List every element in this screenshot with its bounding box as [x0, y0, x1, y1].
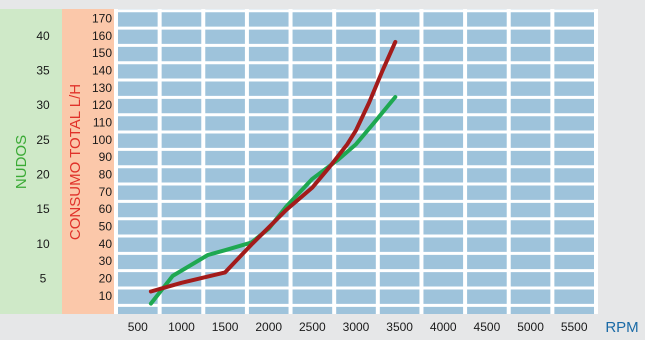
grid-lines [114, 9, 598, 314]
consumption-tick-label: 100 [92, 133, 112, 147]
knots-tick-label: 40 [36, 29, 50, 43]
consumption-tick-label: 50 [99, 220, 113, 234]
knots-axis-title: NUDOS [13, 135, 30, 189]
consumption-tick-label: 140 [92, 64, 112, 78]
knots-tick-label: 35 [36, 64, 50, 78]
rpm-tick-label: 4500 [474, 320, 501, 334]
rpm-tick-label: 500 [128, 320, 148, 334]
consumption-tick-label: 10 [99, 289, 113, 303]
knots-tick-label: 10 [36, 237, 50, 251]
consumption-tick-label: 170 [92, 12, 112, 26]
consumption-tick-label: 110 [93, 116, 112, 130]
consumption-tick-label: 150 [92, 46, 112, 60]
rpm-tick-label: 2000 [255, 320, 282, 334]
rpm-tick-label: 3500 [386, 320, 413, 334]
rpm-tick-label: 2500 [299, 320, 326, 334]
rpm-tick-label: 4000 [430, 320, 457, 334]
knots-tick-label: 15 [36, 202, 50, 216]
consumption-tick-label: 70 [99, 185, 113, 199]
rpm-tick-label: 1500 [212, 320, 239, 334]
consumption-tick-labels: 10 20 30 40 50 60 70 80 90 100 110 120 130 140 150 160 1… [92, 12, 112, 303]
consumption-tick-label: 80 [99, 168, 113, 182]
consumption-axis-band [62, 9, 116, 314]
consumption-tick-label: 20 [99, 272, 113, 286]
rpm-tick-labels: 500 1000 1500 2000 2500 3000 3500 4000 4500 5000 5… [128, 320, 588, 334]
knots-tick-label: 5 [40, 272, 47, 286]
rpm-axis-title: RPM [605, 319, 638, 336]
consumption-tick-label: 90 [99, 150, 113, 164]
rpm-tick-label: 5500 [561, 320, 588, 334]
consumption-axis-title: CONSUMO TOTAL L/H [67, 84, 84, 240]
knots-tick-labels: 5 10 15 20 25 30 35 40 [36, 29, 50, 286]
consumption-tick-label: 130 [92, 81, 112, 95]
series-lines [148, 39, 398, 306]
consumption-tick-label: 160 [92, 29, 112, 43]
consumption-tick-label: 120 [92, 98, 112, 112]
rpm-tick-label: 3000 [343, 320, 370, 334]
consumption-tick-label: 40 [99, 237, 113, 251]
consumption-tick-label: 30 [99, 254, 113, 268]
rpm-tick-label: 1000 [168, 320, 195, 334]
knots-axis-band [0, 9, 62, 314]
knots-tick-label: 20 [36, 168, 50, 182]
knots-tick-label: 25 [36, 133, 50, 147]
rpm-tick-label: 5000 [517, 320, 544, 334]
knots-tick-label: 30 [36, 98, 50, 112]
consumption-series-line [148, 39, 398, 294]
consumption-tick-label: 60 [99, 202, 113, 216]
